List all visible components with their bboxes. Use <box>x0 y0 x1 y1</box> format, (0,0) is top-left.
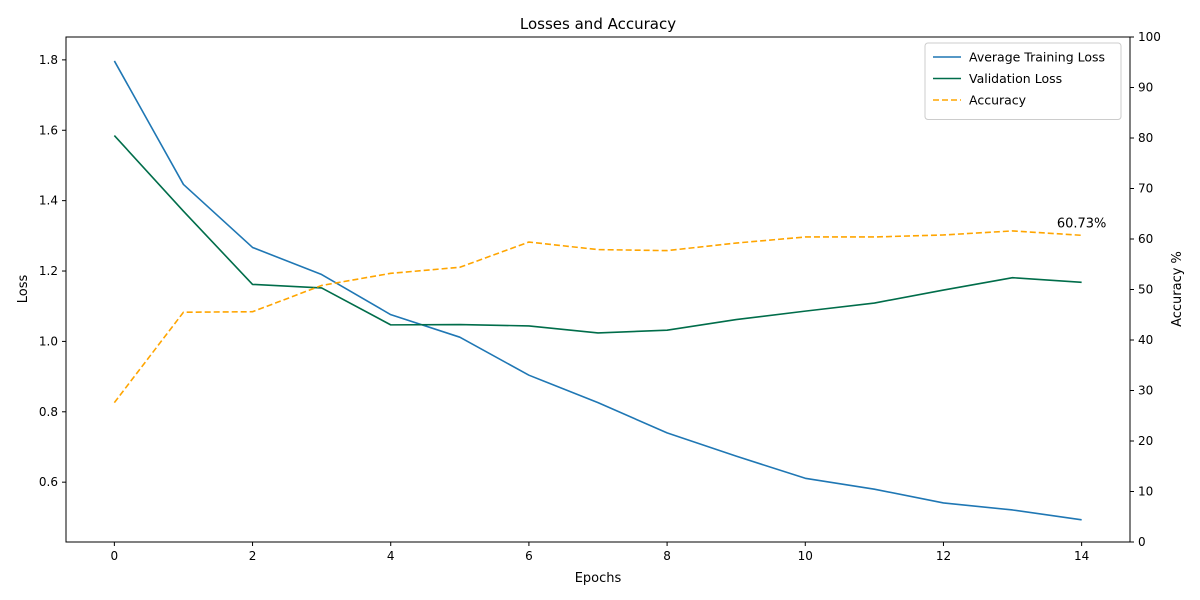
x-tick-label: 14 <box>1074 549 1089 563</box>
chart-title: Losses and Accuracy <box>520 15 676 33</box>
legend-label: Accuracy <box>969 93 1027 108</box>
x-tick-label: 8 <box>663 549 671 563</box>
x-tick-label: 6 <box>525 549 533 563</box>
x-tick-label: 0 <box>111 549 119 563</box>
series-line-average-training-loss <box>113 60 1082 521</box>
y-right-tick-label: 100 <box>1138 30 1161 44</box>
series-line-validation-loss <box>113 135 1082 334</box>
x-tick-label: 12 <box>936 549 951 563</box>
y-axis-left-title: Loss <box>16 275 31 304</box>
x-tick-label: 10 <box>798 549 813 563</box>
y-left-tick-label: 0.8 <box>39 405 58 419</box>
y-left-tick-label: 1.8 <box>39 53 58 67</box>
y-right-tick-label: 60 <box>1138 232 1153 246</box>
y-axis-right-title: Accuracy % <box>1170 251 1185 327</box>
y-right-tick-label: 0 <box>1138 535 1146 549</box>
legend: Average Training Loss Validation Loss Accu… <box>924 42 1122 120</box>
y-left-tick-label: 0.6 <box>39 475 58 489</box>
legend-label: Validation Loss <box>969 71 1062 86</box>
y-right-tick-label: 90 <box>1138 81 1153 95</box>
x-tick-label: 4 <box>387 549 395 563</box>
y-right-tick-label: 70 <box>1138 182 1153 196</box>
y-left-tick-label: 1.0 <box>39 334 58 348</box>
legend-label: Average Training Loss <box>969 50 1105 65</box>
y-left-tick-label: 1.4 <box>39 194 58 208</box>
y-right-tick-label: 20 <box>1138 434 1153 448</box>
y-left-tick-label: 1.2 <box>39 264 58 278</box>
accuracy-annotation: 60.73% <box>1057 216 1107 231</box>
series-line-accuracy <box>113 230 1082 404</box>
y-right-tick-label: 10 <box>1138 485 1153 499</box>
x-axis-title: Epochs <box>575 571 622 586</box>
y-right-tick-label: 80 <box>1138 131 1153 145</box>
y-right-tick-label: 30 <box>1138 384 1153 398</box>
y-left-tick-label: 1.6 <box>39 123 58 137</box>
y-right-tick-label: 40 <box>1138 333 1153 347</box>
x-tick-label: 2 <box>249 549 257 563</box>
legend-box <box>924 42 1122 120</box>
y-right-tick-label: 50 <box>1138 283 1153 297</box>
